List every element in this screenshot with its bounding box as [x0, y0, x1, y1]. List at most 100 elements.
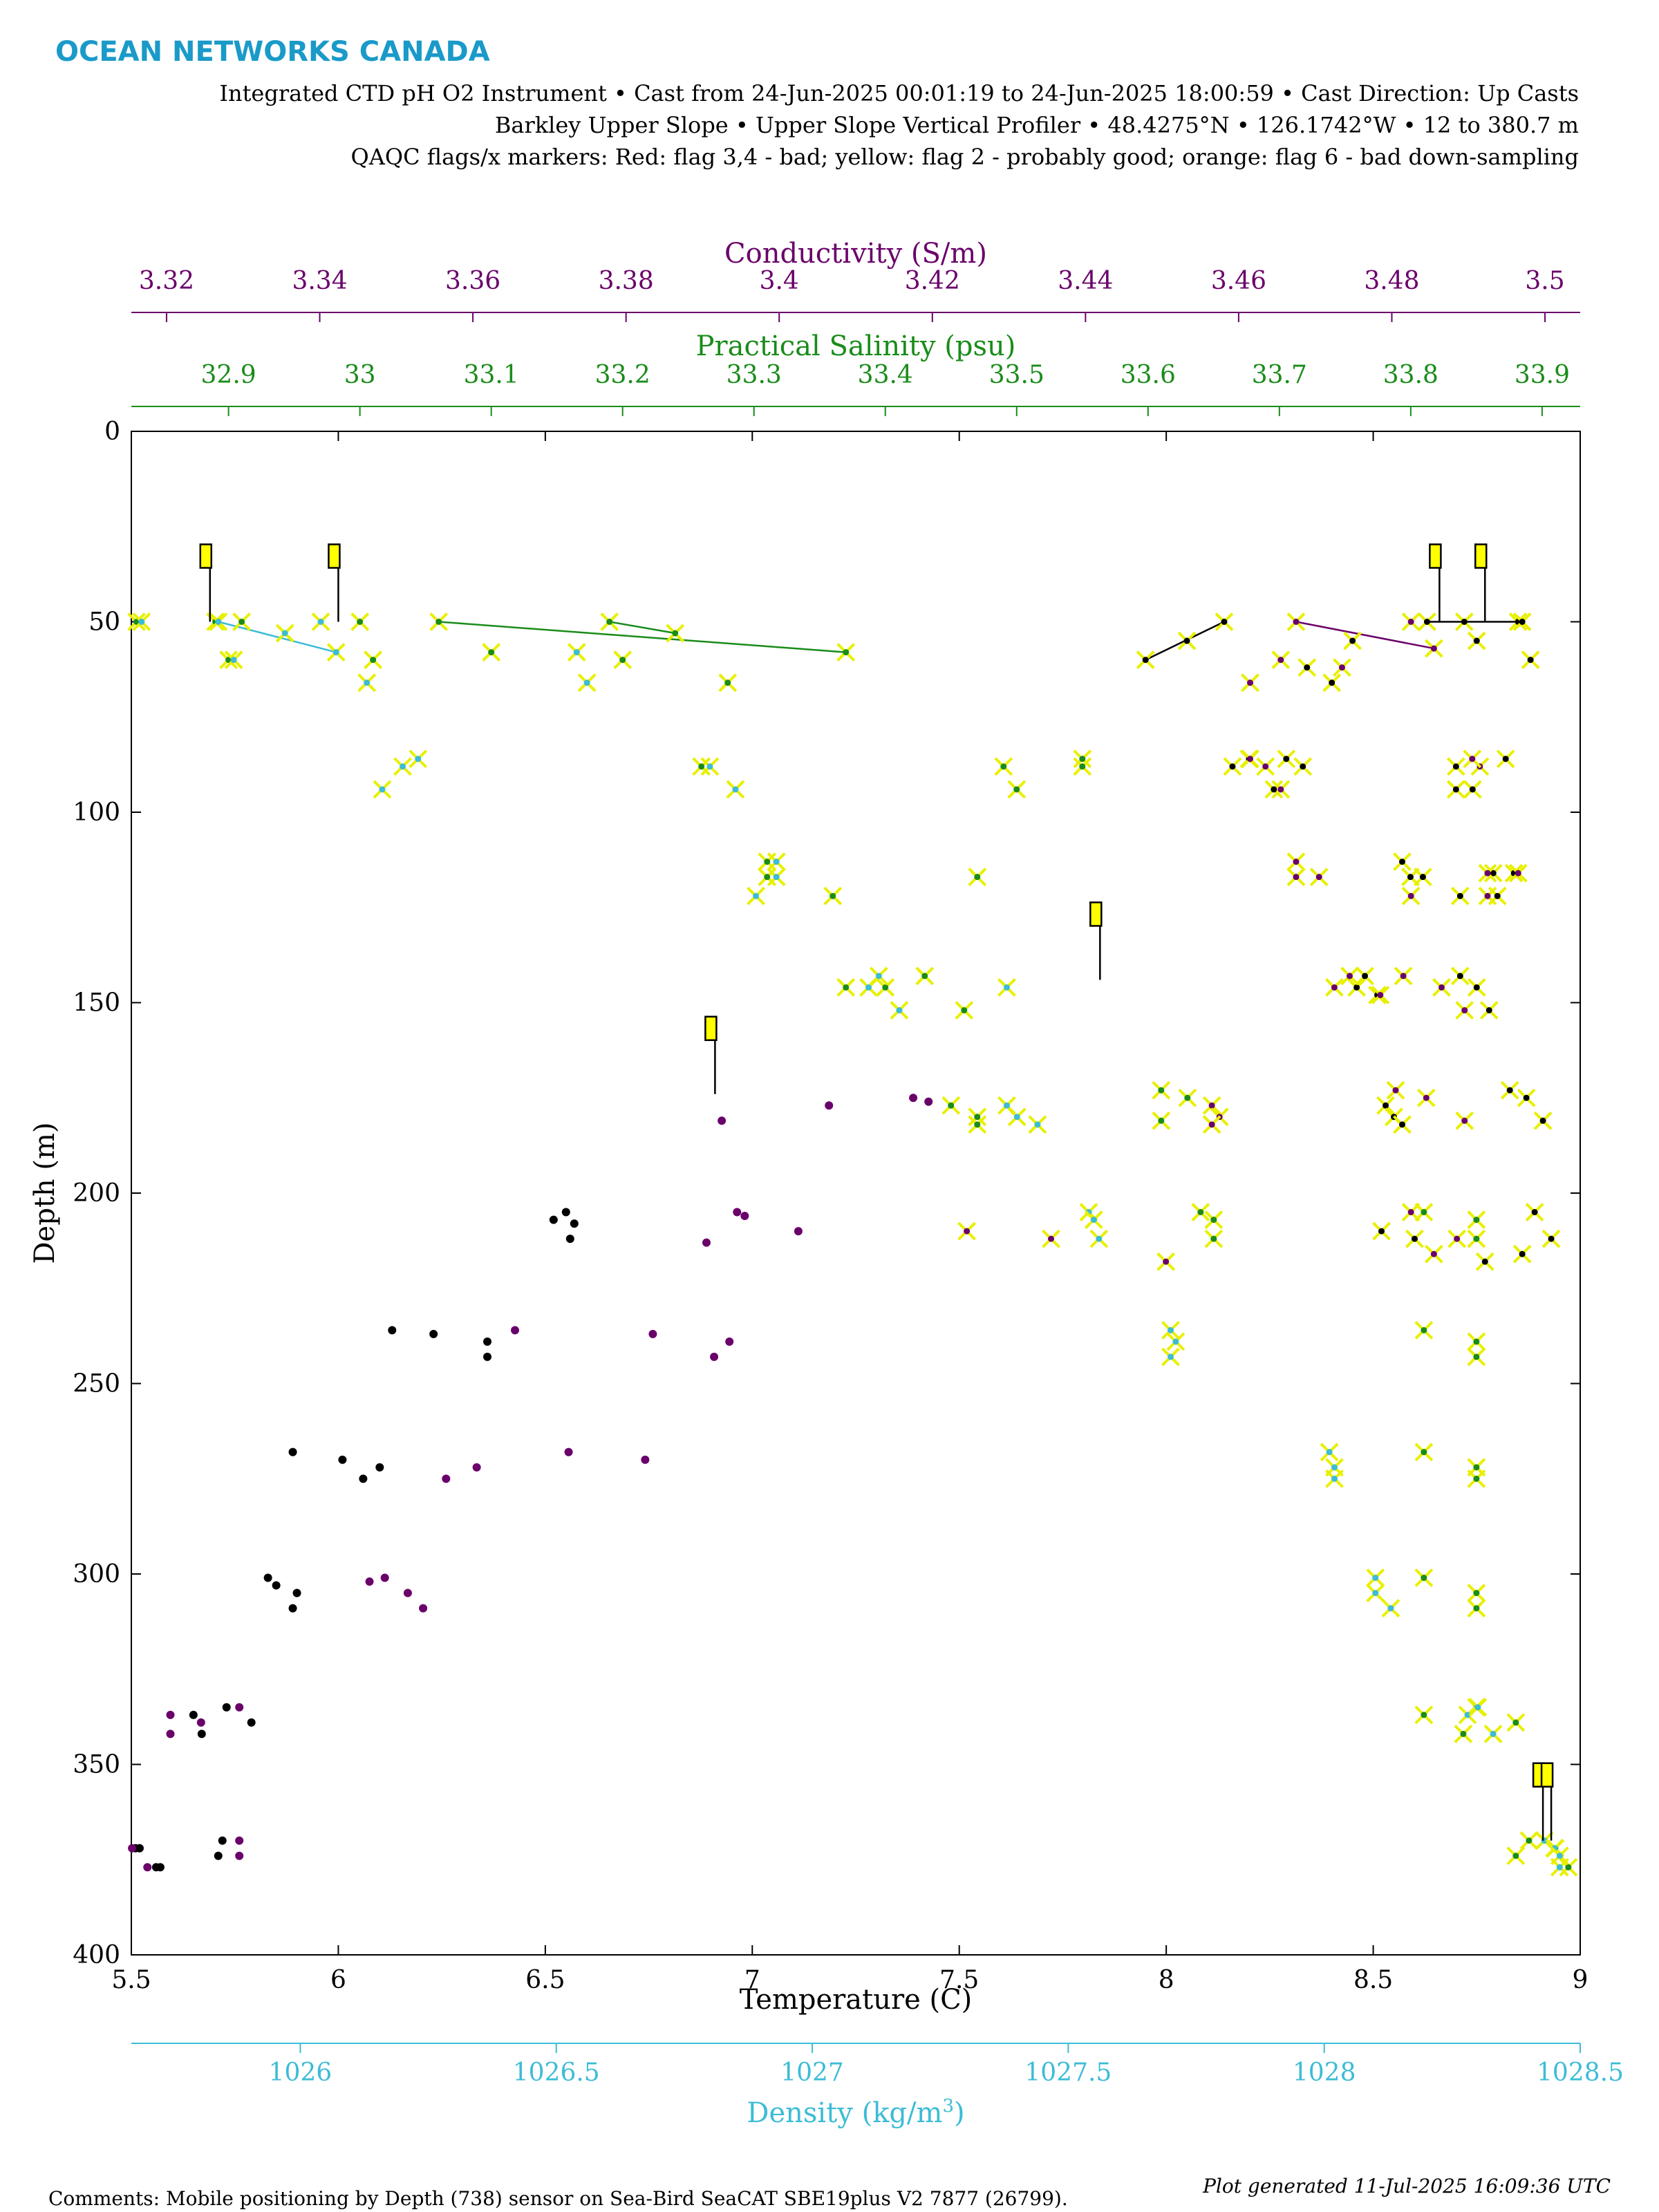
salinity-flagged-point: [915, 966, 935, 986]
conductivity-point: [143, 1863, 152, 1872]
conductivity-tick-label: 3.38: [599, 267, 654, 295]
salinity-flagged-point: [1454, 1725, 1473, 1743]
flag-box: [1540, 1762, 1554, 1841]
salinity-tick-label: 33: [344, 361, 376, 389]
flag-box: [1089, 901, 1103, 980]
conductivity-flagged-point: [1455, 1111, 1474, 1130]
conductivity-tick-label: 3.34: [292, 267, 347, 295]
density-flagged-point: [224, 650, 243, 670]
conductivity-flagged-point: [1447, 1229, 1467, 1248]
temperature-flagged-point: [1347, 978, 1367, 997]
temperature-point: [338, 1455, 347, 1464]
temperature-tick-label: 9: [1573, 1966, 1588, 1994]
conductivity-flagged-point: [1432, 978, 1451, 997]
data-markers: [127, 612, 1578, 1877]
salinity-flagged-point: [1467, 1347, 1486, 1367]
footer-generated: Plot generated 11-Jul-2025 16:09:36 UTC: [1202, 2175, 1611, 2197]
density-flagged-point: [209, 612, 228, 631]
salinity-flagged-point: [1073, 757, 1092, 776]
temperature-flagged-point: [1393, 1115, 1412, 1134]
depth-tick-label: 50: [88, 608, 120, 637]
footer-comments: Comments: Mobile positioning by Depth (7…: [48, 2187, 1068, 2210]
temperature-flagged-point: [1136, 650, 1155, 670]
salinity-tick-label: 33.1: [464, 361, 519, 389]
conductivity-tick-label: 3.36: [445, 267, 500, 295]
density-flagged-point: [1483, 1725, 1503, 1743]
density-flagged-point: [311, 612, 330, 631]
conductivity-flagged-point: [1455, 1001, 1474, 1020]
temperature-flagged-point: [1393, 852, 1412, 872]
density-flagged-point: [577, 673, 597, 693]
temperature-point: [549, 1215, 558, 1224]
conductivity-point: [235, 1703, 244, 1712]
salinity-tick-label: 33.9: [1515, 361, 1570, 389]
conductivity-point: [648, 1329, 657, 1338]
salinity-flagged-point: [1414, 1320, 1434, 1340]
temperature-flagged-point: [1517, 1088, 1536, 1107]
conductivity-flagged-point: [1241, 749, 1259, 769]
salinity-flagged-point: [718, 673, 738, 693]
density-flagged-point: [1028, 1115, 1047, 1134]
density-flagged-point: [1007, 1107, 1027, 1127]
temperature-point: [247, 1718, 256, 1727]
salinity-flagged-point: [1414, 1568, 1434, 1587]
temperature-point: [429, 1329, 438, 1338]
conductivity-flagged-point: [1478, 886, 1497, 906]
salinity-flagged-point: [968, 1107, 987, 1127]
density-axis-label: Density (kg/m3): [747, 2096, 964, 2129]
salinity-flagged-point: [968, 1115, 987, 1134]
density-flagged-point: [1366, 1568, 1385, 1587]
density-label-sup: 3: [942, 2096, 954, 2117]
conductivity-point: [235, 1851, 244, 1860]
temperature-flagged-point: [1297, 658, 1317, 677]
flag-box: [328, 543, 341, 622]
density-flagged-point: [275, 624, 294, 643]
conductivity-point: [641, 1455, 650, 1464]
temperature-point: [189, 1710, 198, 1719]
salinity-tick-label: 33.6: [1121, 361, 1176, 389]
density-ticks: 1026 1026.5 1027 1027.5 1028 1028.5: [269, 2043, 1624, 2087]
salinity-connector-line: [438, 621, 846, 653]
temperature-point: [570, 1219, 579, 1228]
conductivity-point: [702, 1238, 711, 1247]
depth-ticks: 0 50 100 150 200 250 300 350 400: [73, 418, 1580, 1969]
conductivity-point: [419, 1604, 428, 1613]
density-flagged-point: [1550, 1846, 1569, 1866]
conductivity-flagged-point: [1394, 966, 1413, 986]
salinity-flagged-point: [1191, 1203, 1210, 1221]
salinity-flagged-point: [823, 886, 843, 906]
temperature-point: [375, 1463, 384, 1472]
flag-box: [1474, 543, 1488, 622]
density-tick-label: 1028: [1293, 2059, 1356, 2087]
temperature-point: [388, 1326, 397, 1335]
salinity-flagged-point: [968, 868, 987, 887]
conductivity-tick-label: 3.42: [905, 267, 960, 295]
conductivity-flagged-point: [1042, 1229, 1060, 1248]
conductivity-point: [825, 1101, 834, 1110]
salinity-tick-label: 33.4: [858, 361, 913, 389]
temperature-flagged-point: [1450, 966, 1470, 986]
depth-tick-label: 200: [73, 1179, 120, 1208]
conductivity-flagged-point: [1271, 650, 1291, 670]
salinity-tick-label: 33.7: [1252, 361, 1307, 389]
density-flagged-point: [326, 643, 346, 662]
conductivity-point: [166, 1730, 175, 1738]
salinity-flagged-point: [429, 612, 449, 631]
plot-area: [131, 431, 1581, 1956]
salinity-flagged-point: [955, 1001, 974, 1020]
temperature-tick-label: 8.5: [1353, 1966, 1393, 1994]
conductivity-flagged-point: [1286, 612, 1306, 631]
salinity-flagged-point: [1559, 1857, 1578, 1877]
conductivity-flagged-point: [1256, 757, 1275, 776]
conductivity-flagged-point: [1156, 1252, 1176, 1271]
density-flagged-point: [1366, 1584, 1385, 1602]
onc-logo: OCEAN NETWORKS CANADA: [55, 36, 490, 68]
density-flagged-point: [1084, 1210, 1103, 1229]
conductivity-tick-label: 3.32: [139, 267, 194, 295]
conductivity-point: [365, 1577, 374, 1586]
density-flagged-point: [1535, 1831, 1554, 1850]
depth-tick-label: 100: [73, 798, 120, 827]
header-line-2: Barkley Upper Slope • Upper Slope Vertic…: [495, 112, 1579, 138]
conductivity-flagged-point: [1202, 1096, 1221, 1115]
salinity-flagged-point: [876, 978, 895, 997]
